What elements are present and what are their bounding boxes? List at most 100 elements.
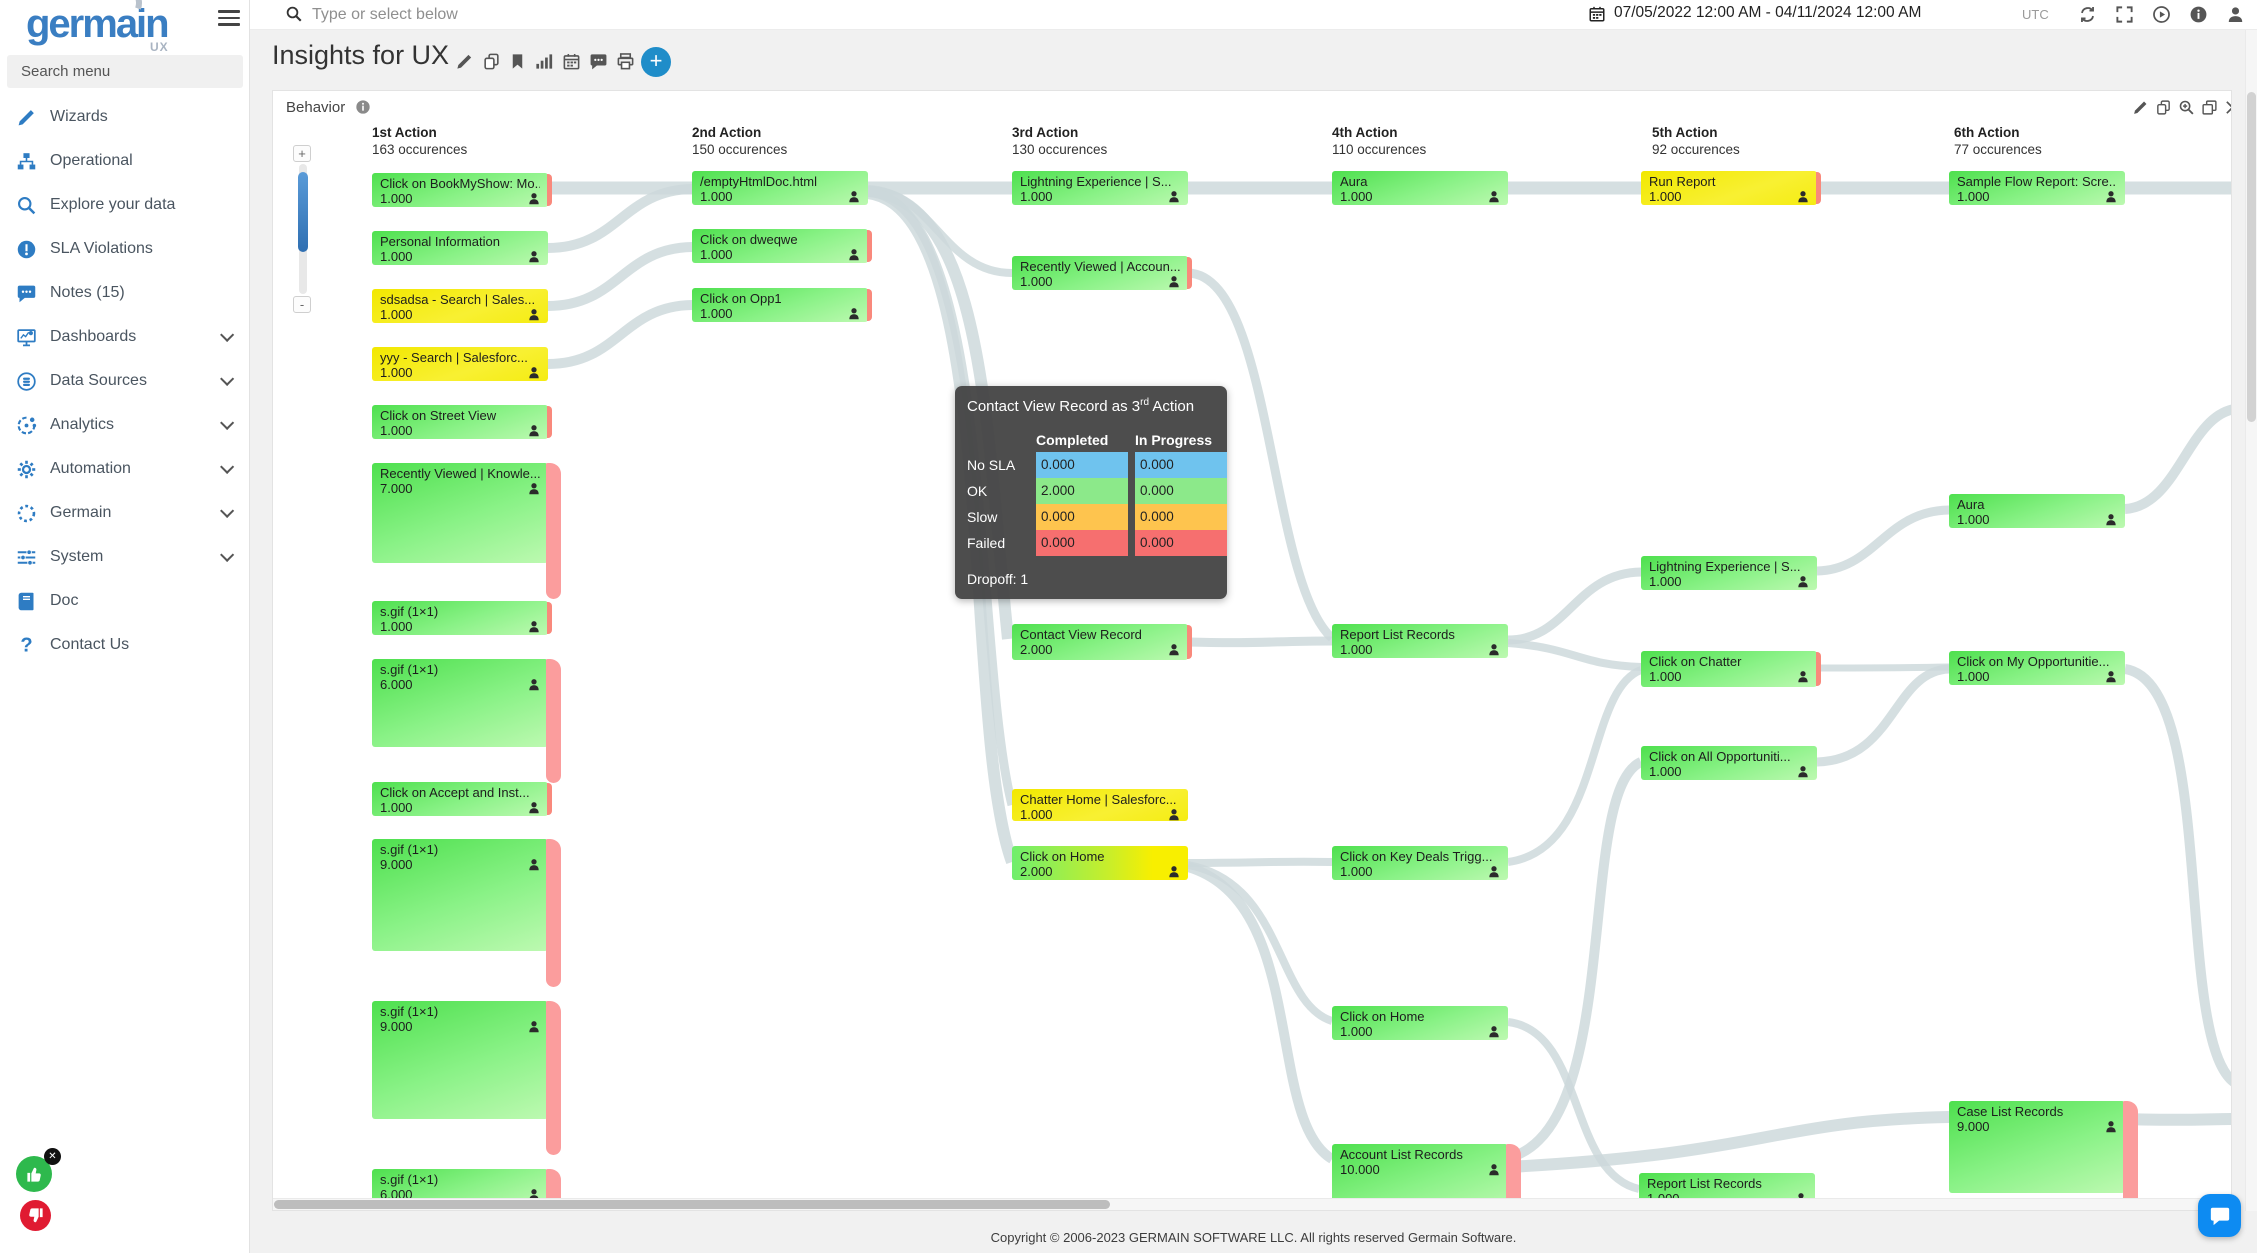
flow-node[interactable]: Personal Information 1.000: [372, 231, 548, 265]
zoom-slider-thumb[interactable]: [298, 172, 308, 252]
flow-node[interactable]: Click on Accept and Inst... 1.000: [372, 782, 552, 816]
vertical-scrollbar-thumb[interactable]: [2247, 92, 2256, 422]
add-button[interactable]: +: [641, 47, 671, 77]
node-value: 1.000: [380, 423, 413, 438]
panel-close-icon[interactable]: [2224, 99, 2232, 116]
flow-node[interactable]: Click on Street View 1.000: [372, 405, 552, 439]
hamburger-menu-icon[interactable]: [218, 10, 240, 28]
info-icon[interactable]: [2189, 5, 2208, 24]
sidebar-item-notes-15-[interactable]: Notes (15): [0, 271, 250, 315]
flow-node[interactable]: s.gif (1×1) 6.000: [372, 659, 561, 783]
sidebar-item-contact-us[interactable]: Contact Us: [0, 623, 250, 667]
chat-button[interactable]: [2198, 1194, 2241, 1237]
sidebar-item-dashboards[interactable]: Dashboards: [0, 315, 250, 359]
play-icon[interactable]: [2152, 5, 2171, 24]
panel-zoom-icon[interactable]: [2178, 99, 2195, 116]
person-icon: [1487, 865, 1501, 879]
date-range[interactable]: 07/05/2022 12:00 AM - 04/11/2024 12:00 A…: [1614, 4, 1922, 21]
user-icon[interactable]: [2226, 5, 2245, 24]
sidebar-item-doc[interactable]: Doc: [0, 579, 250, 623]
person-icon: [1487, 190, 1501, 204]
refresh-icon[interactable]: [2078, 5, 2097, 24]
node-value: 9.000: [380, 857, 413, 872]
flow-node[interactable]: s.gif (1×1) 1.000: [372, 601, 552, 635]
sidebar-item-germain[interactable]: Germain: [0, 491, 250, 535]
flow-node[interactable]: Lightning Experience | S... 1.000: [1641, 556, 1817, 590]
germain-logo[interactable]: germain: [26, 2, 170, 46]
chart-bars-icon[interactable]: [534, 52, 553, 71]
flow-node[interactable]: s.gif (1×1) 9.000: [372, 839, 561, 987]
flow-node[interactable]: Lightning Experience | S... 1.000: [1012, 171, 1188, 205]
person-icon: [1167, 275, 1181, 289]
flow-node[interactable]: /emptyHtmlDoc.html 1.000: [692, 171, 868, 205]
operational-icon: [16, 151, 50, 172]
node-label: Recently Viewed | Accoun...: [1020, 259, 1180, 274]
global-search-input[interactable]: [312, 0, 1512, 29]
sidebar-item-wizards[interactable]: Wizards: [0, 95, 250, 139]
flow-node[interactable]: yyy - Search | Salesforc... 1.000: [372, 347, 548, 381]
sidebar-item-label: Contact Us: [50, 636, 130, 653]
flow-node[interactable]: Click on BookMyShow: Mo... 1.000: [372, 173, 552, 207]
flow-node[interactable]: Click on All Opportuniti... 1.000: [1641, 746, 1817, 780]
person-icon: [1487, 643, 1501, 657]
sidebar-item-system[interactable]: System: [0, 535, 250, 579]
zoom-out-button[interactable]: -: [293, 296, 311, 313]
flow-node[interactable]: Contact View Record 2.000: [1012, 624, 1192, 660]
node-label: s.gif (1×1): [380, 604, 439, 619]
tooltip-cell: 0.000: [1135, 478, 1227, 504]
flow-node[interactable]: Click on Home 2.000: [1012, 846, 1188, 880]
fullscreen-icon[interactable]: [2115, 5, 2134, 24]
flow-node[interactable]: Recently Viewed | Knowle... 7.000: [372, 463, 561, 599]
sidebar-item-automation[interactable]: Automation: [0, 447, 250, 491]
flow-node[interactable]: Sample Flow Report: Scre... 1.000: [1949, 171, 2125, 205]
flow-node[interactable]: s.gif (1×1) 9.000: [372, 1001, 561, 1155]
panel-copy-icon[interactable]: [2155, 99, 2172, 116]
flow-node[interactable]: Click on Chatter 1.000: [1641, 651, 1821, 687]
flow-node[interactable]: Click on Key Deals Trigg... 1.000: [1332, 846, 1508, 880]
flow-node[interactable]: Click on Opp1 1.000: [692, 288, 872, 322]
flow-node[interactable]: Chatter Home | Salesforc... 1.000: [1012, 789, 1188, 822]
person-icon: [2104, 190, 2118, 204]
sidebar-item-analytics[interactable]: Analytics: [0, 403, 250, 447]
flow-node[interactable]: Aura 1.000: [1949, 494, 2125, 528]
zoom-in-button[interactable]: +: [293, 145, 311, 162]
info-icon[interactable]: [355, 99, 371, 115]
sidebar-search-input[interactable]: [7, 55, 243, 88]
panel-restore-icon[interactable]: [2201, 99, 2218, 116]
copy-icon[interactable]: [482, 52, 501, 71]
thumbs-down-button[interactable]: [20, 1200, 51, 1231]
node-value: 1.000: [1649, 669, 1682, 684]
calendar-icon[interactable]: [562, 52, 581, 71]
sidebar-item-explore-your-data[interactable]: Explore your data: [0, 183, 250, 227]
node-label: Run Report: [1649, 174, 1716, 189]
zoom-slider-track[interactable]: [298, 164, 308, 294]
dismiss-feedback-icon[interactable]: ✕: [44, 1148, 61, 1165]
flow-node[interactable]: Click on My Opportunitie... 1.000: [1949, 651, 2125, 685]
flow-node[interactable]: Aura 1.000: [1332, 171, 1508, 205]
node-label: Click on Home: [1020, 849, 1105, 864]
print-icon[interactable]: [616, 52, 635, 71]
vertical-scrollbar[interactable]: [2245, 30, 2257, 1211]
flow-node[interactable]: Recently Viewed | Accoun... 1.000: [1012, 256, 1192, 290]
failed-band: [547, 406, 552, 438]
flow-node[interactable]: s.gif (1×1) 6.000: [372, 1169, 561, 1210]
sidebar-item-operational[interactable]: Operational: [0, 139, 250, 183]
flow-node[interactable]: Click on dweqwe 1.000: [692, 229, 872, 263]
bookmark-icon[interactable]: [508, 52, 527, 71]
calendar-icon[interactable]: [1588, 5, 1606, 23]
panel-edit-icon[interactable]: [2132, 99, 2149, 116]
sidebar-item-data-sources[interactable]: Data Sources: [0, 359, 250, 403]
node-label: Click on Opp1: [700, 291, 782, 306]
horizontal-scrollbar-thumb[interactable]: [274, 1200, 1110, 1209]
horizontal-scrollbar[interactable]: [273, 1198, 2231, 1210]
node-value: 1.000: [1649, 764, 1682, 779]
flow-node[interactable]: Case List Records 9.000: [1949, 1101, 2138, 1210]
flow-node[interactable]: sdsadsa - Search | Sales... 1.000: [372, 289, 548, 323]
flow-node[interactable]: Click on Home 1.000: [1332, 1006, 1508, 1040]
edit-icon[interactable]: [455, 52, 474, 71]
column-subtitle: 150 occurences: [692, 142, 788, 157]
comment-icon[interactable]: [589, 52, 608, 71]
sidebar-item-sla-violations[interactable]: SLA Violations: [0, 227, 250, 271]
flow-node[interactable]: Run Report 1.000: [1641, 171, 1821, 205]
